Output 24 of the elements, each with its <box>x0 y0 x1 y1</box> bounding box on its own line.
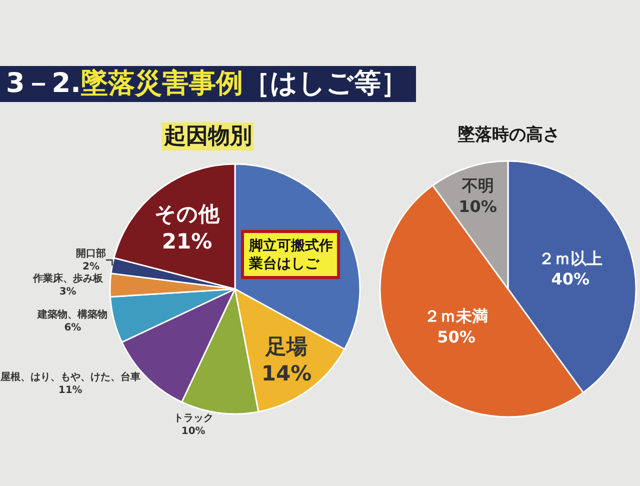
slice-label: 作業床、歩み板 <box>32 272 104 285</box>
data-label: 10% <box>458 196 497 216</box>
data-label: 6% <box>64 322 82 334</box>
chart-title: 起因物別 <box>163 124 252 149</box>
slice-label: 開口部 <box>76 248 106 260</box>
data-label: 50% <box>437 328 476 347</box>
data-label: 2% <box>82 262 100 273</box>
data-label: 10% <box>181 426 206 437</box>
data-label: 11% <box>58 385 82 396</box>
slice-label: ２ｍ以上 <box>538 248 602 268</box>
data-label: 21% <box>162 229 212 254</box>
chart-title: 墜落時の高さ <box>457 125 560 145</box>
slice-label: 建築物、構築物 <box>36 308 108 320</box>
data-label: 3% <box>59 286 76 298</box>
slice-label: 足場 <box>264 334 308 358</box>
slice-label: トラック <box>173 412 214 424</box>
slice-label: その他 <box>154 202 220 226</box>
slice-label: 脚立可搬式作業台はしご <box>248 237 333 272</box>
data-label: 40% <box>551 270 590 289</box>
slice-label: ２ｍ未満 <box>424 306 488 326</box>
slice-label: 屋根、はり、もや、けた、台車 <box>0 371 140 384</box>
text: 3－2.墜落災害事例［はしご等］ <box>6 68 408 99</box>
data-label: 14% <box>261 362 312 386</box>
slice-label: 不明 <box>460 176 494 196</box>
